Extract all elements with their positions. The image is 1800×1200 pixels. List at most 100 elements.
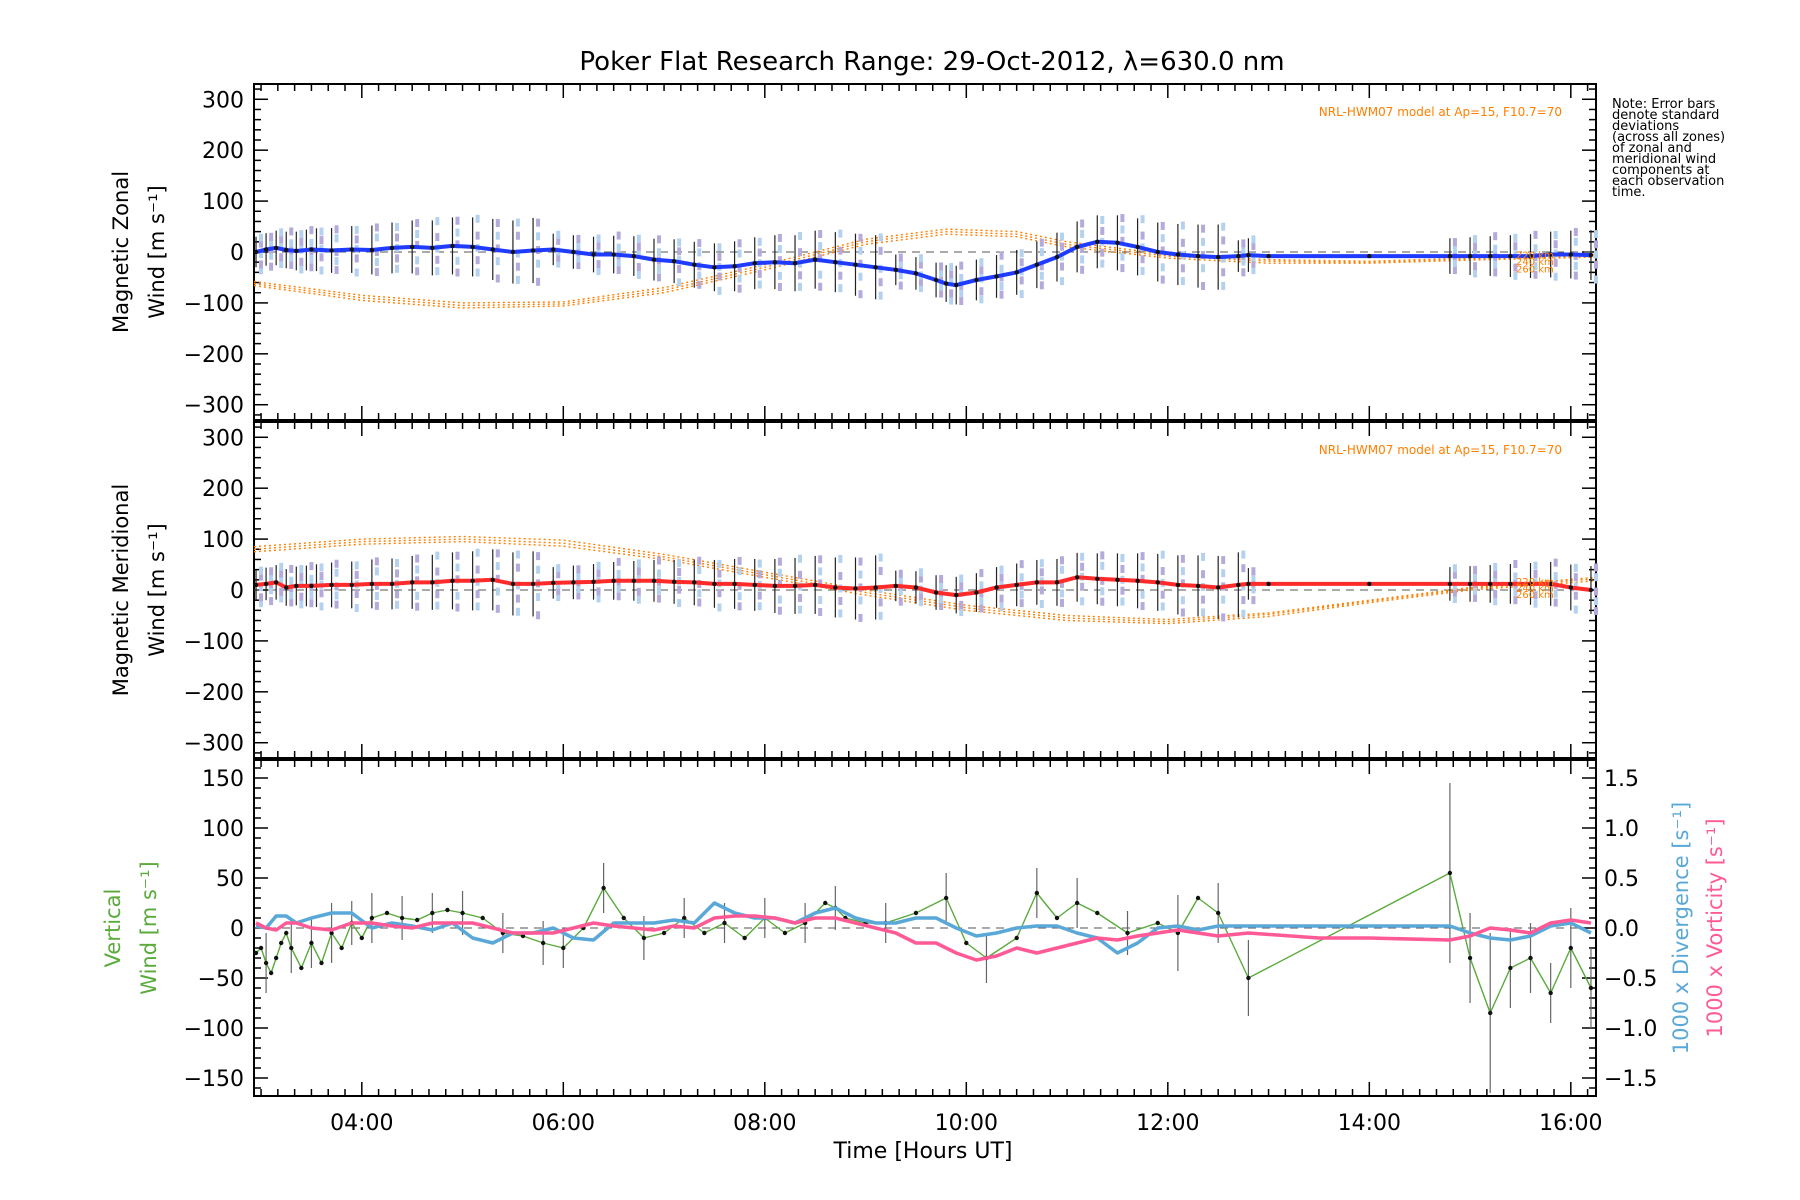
zone-point <box>1180 221 1185 230</box>
zone-point <box>1593 607 1598 616</box>
wind-point <box>294 583 299 589</box>
zonal-wind-panel: −300 −200 −100 0 100 200 300 NRL-HWM07 model at… <box>109 83 1598 421</box>
zone-point <box>656 586 661 595</box>
wind-point <box>530 581 536 587</box>
zone-point <box>697 280 702 289</box>
zone-point <box>1221 595 1226 604</box>
wind-point <box>253 249 259 255</box>
vertical-wind-point <box>268 970 274 976</box>
zone-point <box>737 239 742 248</box>
zone-point <box>798 594 803 603</box>
zone-point <box>556 253 561 262</box>
wind-point <box>1236 253 1241 259</box>
zone-point <box>898 569 903 578</box>
zone-point <box>918 254 923 263</box>
vertical-wind-point <box>964 940 969 946</box>
y-tick-label: 100 <box>202 817 244 842</box>
x-tick-label: 10:00 <box>935 1111 998 1136</box>
zone-point <box>616 569 621 578</box>
vertical-wind-point <box>284 930 289 936</box>
zone-point <box>1241 245 1246 254</box>
wind-point <box>571 249 576 255</box>
zone-point <box>838 571 843 580</box>
zone-point <box>395 254 400 263</box>
zone-point <box>1059 232 1064 241</box>
vertical-wind-point <box>1528 955 1533 961</box>
wind-point <box>1236 582 1241 588</box>
vertical-wind-point <box>943 895 949 901</box>
altitude-label: 240 km <box>1516 583 1554 594</box>
right-y-tick-label: −1.5 <box>1604 1067 1657 1092</box>
wind-point <box>1074 244 1080 250</box>
zone-point <box>1553 272 1558 281</box>
note-line: components at <box>1612 163 1710 178</box>
zone-point <box>636 587 641 596</box>
wind-point <box>294 248 299 254</box>
zone-point <box>999 251 1004 260</box>
zone-point <box>979 266 984 275</box>
zone-point <box>898 259 903 268</box>
zone-point <box>415 554 420 563</box>
zone-point <box>556 236 561 245</box>
zone-point <box>279 241 284 250</box>
zone-point <box>556 564 561 573</box>
y-tick-label: −150 <box>184 1067 244 1092</box>
zone-point <box>818 579 823 588</box>
note-line: Note: Error bars <box>1612 97 1716 112</box>
zone-point <box>395 600 400 609</box>
zone-point <box>777 595 782 604</box>
zone-point <box>1241 550 1246 559</box>
wind-point <box>1115 240 1120 246</box>
wind-point <box>1447 581 1453 587</box>
zone-point <box>656 273 661 282</box>
zone-point <box>1533 591 1538 600</box>
zone-point <box>515 607 520 616</box>
zone-point <box>1019 290 1024 299</box>
zone-point <box>1513 588 1518 597</box>
zone-point <box>475 268 480 277</box>
zone-point <box>717 253 722 262</box>
wind-point <box>1367 253 1372 259</box>
zone-point <box>435 217 440 226</box>
zone-point <box>354 561 359 570</box>
zone-point <box>1100 226 1105 235</box>
zone-point <box>1100 248 1105 257</box>
wind-point <box>409 244 415 250</box>
zone-point <box>636 250 641 259</box>
wind-point <box>253 582 259 588</box>
y-tick-label: 200 <box>202 139 244 164</box>
zone-point <box>1120 214 1125 223</box>
wind-point <box>450 243 455 249</box>
zone-point <box>757 570 762 579</box>
zone-point <box>1221 556 1226 565</box>
wind-point <box>812 582 818 588</box>
wind-point <box>974 590 979 595</box>
zone-point <box>1493 570 1498 579</box>
zone-point <box>1080 562 1085 571</box>
vertical-wind-point <box>309 940 314 946</box>
zone-point <box>1120 586 1125 595</box>
y-tick-label: −100 <box>184 1017 244 1042</box>
vertical-wind-point <box>445 907 450 913</box>
zone-point <box>757 280 762 289</box>
zone-point <box>1120 554 1125 563</box>
wind-point <box>329 582 334 588</box>
zone-point <box>1201 608 1206 617</box>
zone-point <box>279 260 284 269</box>
zone-point <box>1573 261 1578 270</box>
zone-point <box>289 598 294 607</box>
zone-point <box>1241 596 1246 605</box>
wind-point <box>309 247 314 252</box>
zone-point <box>777 579 782 588</box>
zone-point <box>959 600 964 609</box>
wind-series-line <box>255 239 1592 288</box>
zone-point <box>898 281 903 290</box>
zone-point <box>289 239 294 248</box>
zone-point <box>1513 596 1518 605</box>
zone-point <box>354 225 359 234</box>
wind-point <box>309 583 314 589</box>
zone-point <box>455 228 460 237</box>
zone-point <box>269 586 274 595</box>
zone-point <box>1019 258 1024 267</box>
vertical-wind-point <box>480 915 485 921</box>
